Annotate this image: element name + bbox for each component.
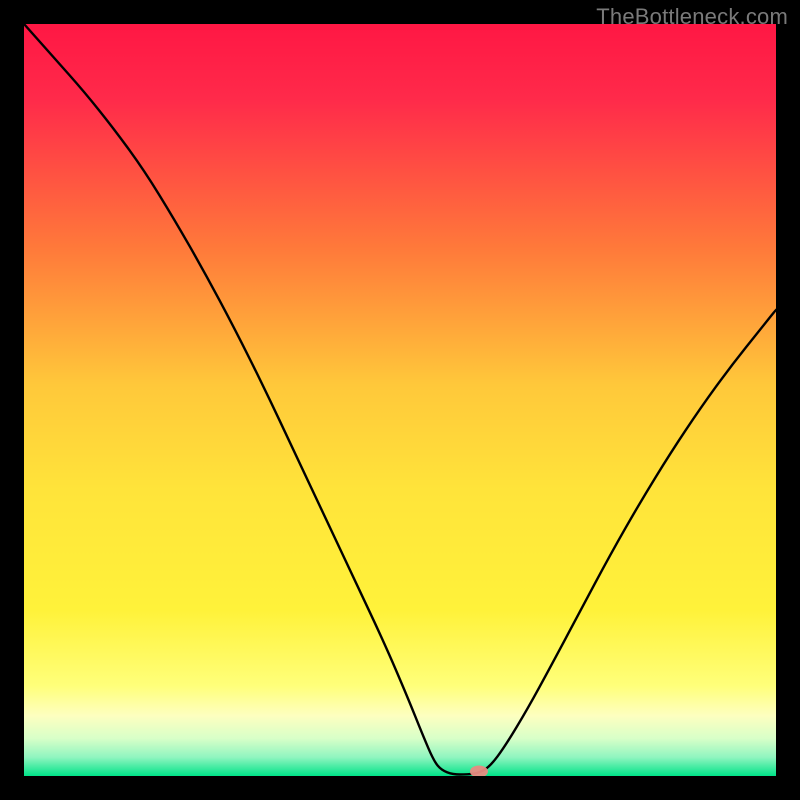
plot-area — [24, 24, 776, 776]
gradient-background — [24, 24, 776, 776]
watermark-text: TheBottleneck.com — [596, 4, 788, 30]
chart-frame: TheBottleneck.com — [0, 0, 800, 800]
bottleneck-curve-chart — [24, 24, 776, 776]
